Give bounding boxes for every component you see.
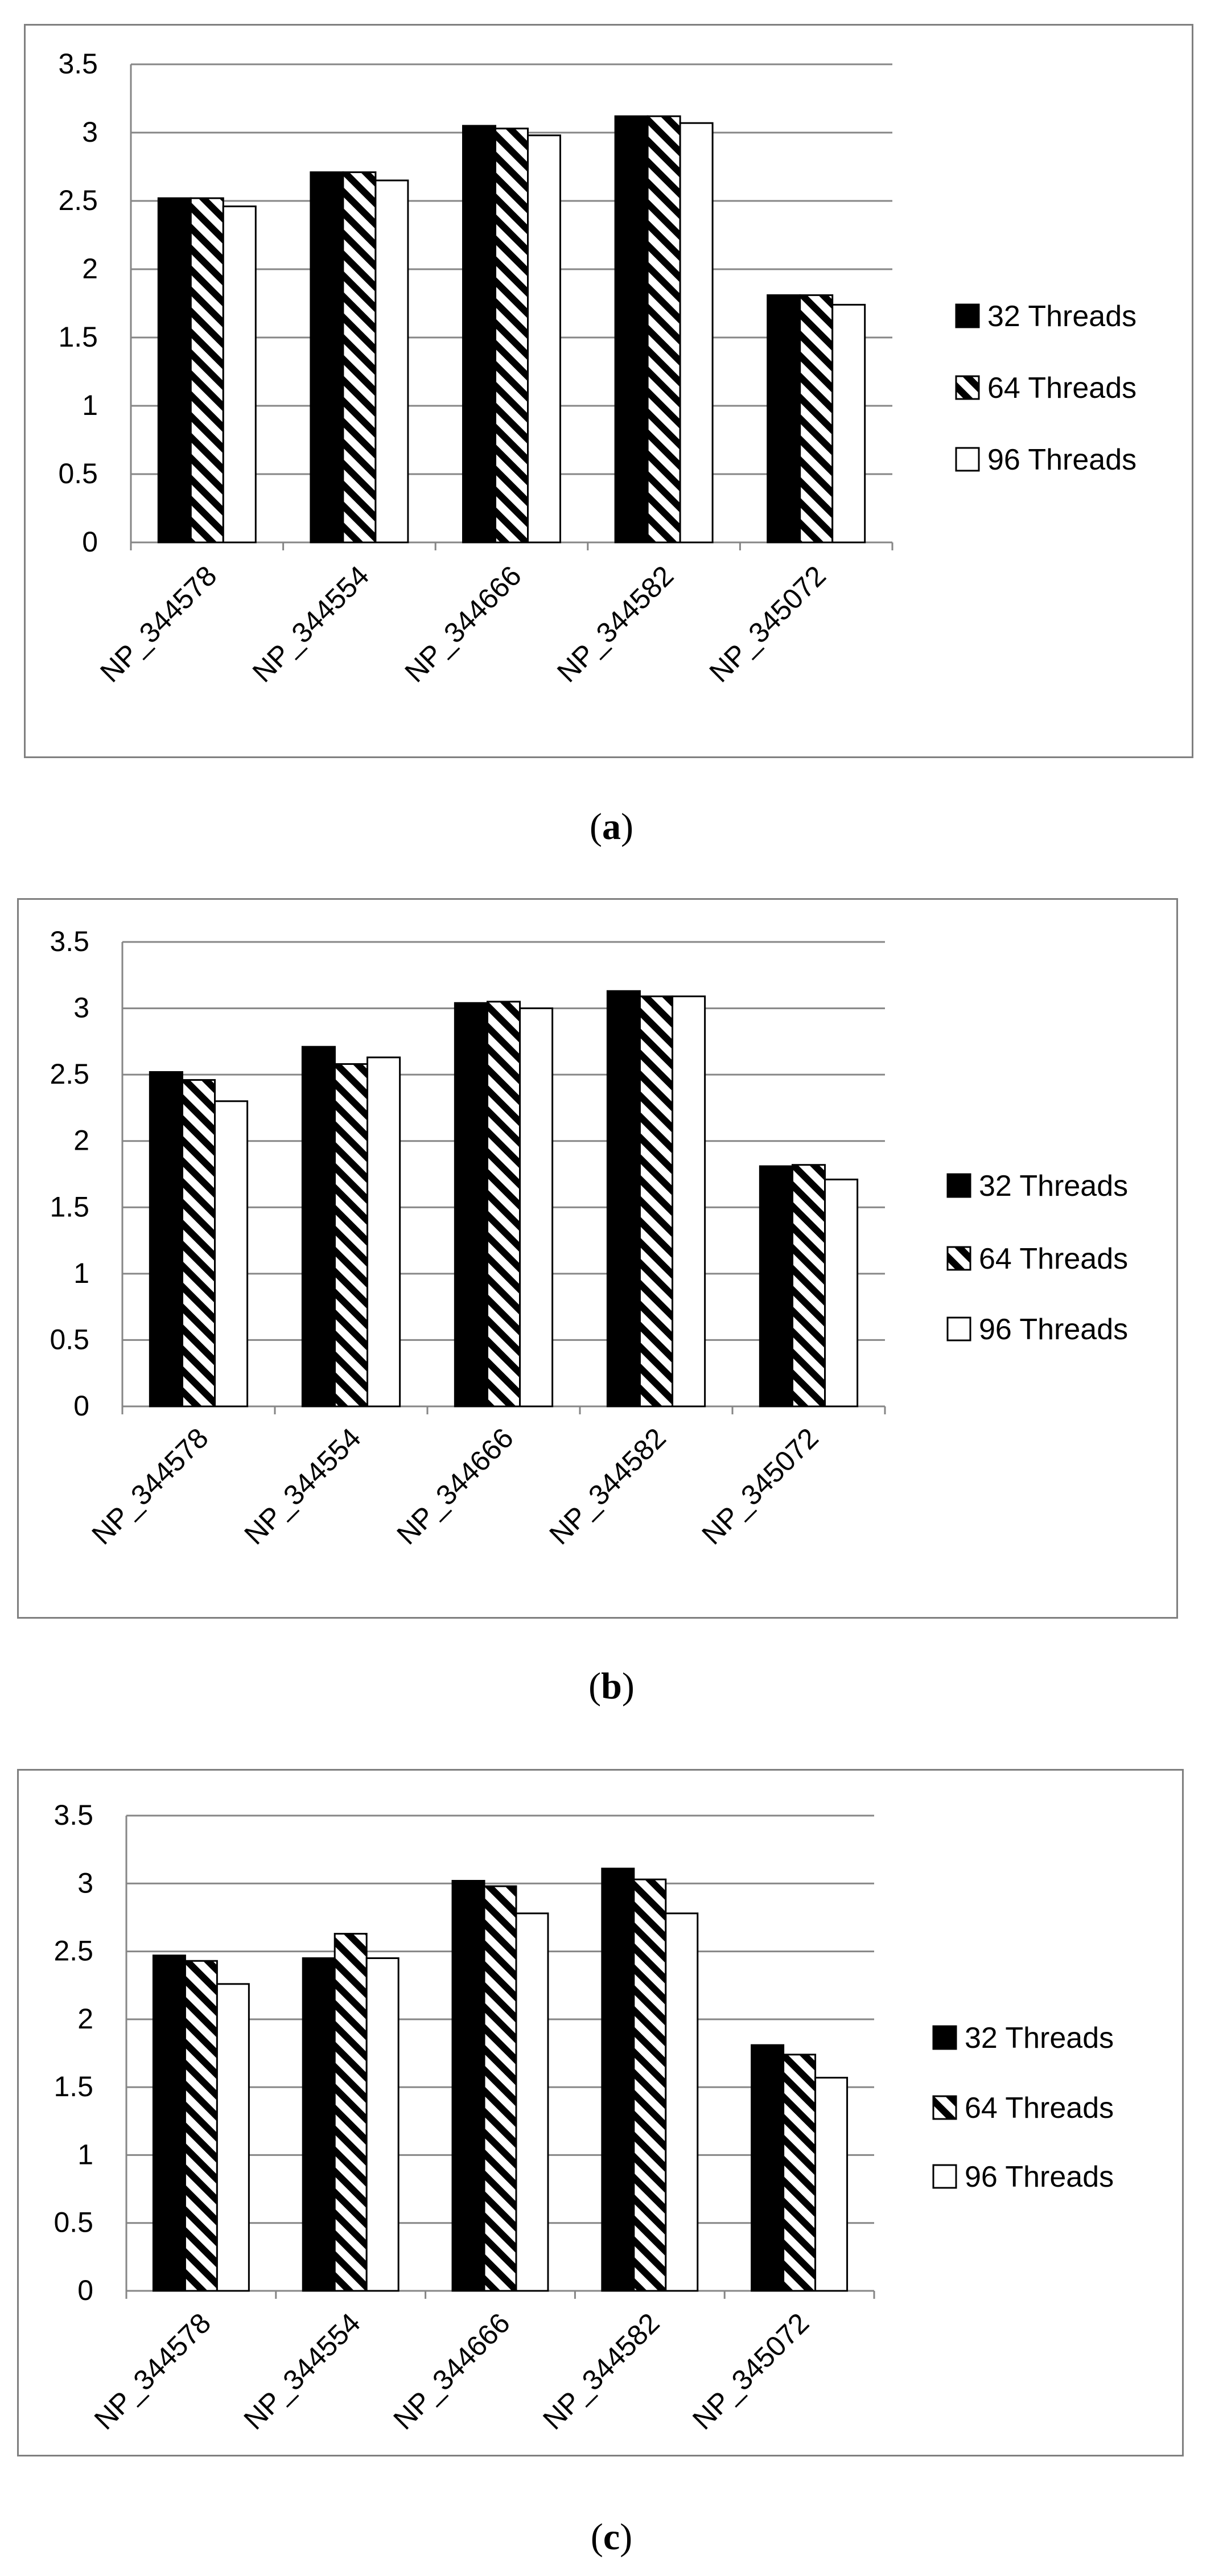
caption-b-letter: b — [601, 1665, 622, 1707]
legend-swatch — [932, 2025, 957, 2050]
bar-96-threads-np_344554 — [367, 1056, 401, 1408]
y-tick-label: 3.5 — [50, 925, 89, 957]
legend-swatch — [946, 1173, 971, 1198]
bar-64-threads-np_344666 — [495, 127, 529, 544]
bar-64-threads-np_344554 — [333, 1933, 368, 2292]
bar-64-threads-np_345072 — [783, 2054, 817, 2292]
bar-64-threads-np_344582 — [646, 115, 681, 544]
legend-label: 32 Threads — [965, 2022, 1114, 2055]
legend-label: 96 Threads — [987, 443, 1136, 476]
y-tick-label: 0.5 — [50, 1323, 89, 1355]
bar-32-threads-np_344582 — [606, 990, 641, 1408]
y-tick-label: 2 — [73, 1125, 89, 1157]
y-tick-label: 0.5 — [53, 2207, 93, 2238]
bar-32-threads-np_345072 — [751, 2044, 785, 2292]
bar-64-threads-np_344554 — [333, 1063, 369, 1408]
caption-a: (a) — [590, 806, 633, 847]
chart-panel-b: 00.511.522.533.5NP_344578 NP_344554 NP_344… — [50, 925, 1128, 1551]
bar-32-threads-np_344666 — [454, 1002, 488, 1408]
legend-label: 64 Threads — [965, 2092, 1114, 2125]
legend-label: 64 Threads — [979, 1242, 1128, 1275]
y-tick-label: 1 — [82, 389, 98, 421]
bar-64-threads-np_344578 — [184, 1960, 218, 2292]
y-tick-label: 2.5 — [58, 184, 98, 216]
bar-96-threads-np_344578 — [214, 1100, 249, 1408]
bar-64-threads-np_344582 — [639, 995, 674, 1408]
bar-32-threads-np_344578 — [152, 1954, 186, 2292]
bar-96-threads-np_344554 — [365, 1957, 400, 2292]
y-tick-label: 1.5 — [58, 321, 98, 353]
caption-c-letter: c — [603, 2516, 620, 2558]
bar-96-threads-np_344554 — [374, 179, 409, 544]
y-tick-label: 1.5 — [53, 2071, 93, 2102]
y-tick-label: 2 — [77, 2003, 93, 2035]
bar-96-threads-np_344582 — [665, 1912, 699, 2292]
legend-label: 96 Threads — [979, 1313, 1128, 1346]
bar-64-threads-np_344666 — [483, 1885, 517, 2292]
y-tick-label: 3 — [77, 1867, 93, 1899]
y-tick-label: 3.5 — [58, 48, 98, 80]
bar-96-threads-np_344666 — [519, 1007, 554, 1408]
legend-swatch — [932, 2095, 957, 2120]
y-tick-label: 2.5 — [50, 1058, 89, 1090]
y-tick-label: 0.5 — [58, 458, 98, 489]
legend-label: 32 Threads — [987, 300, 1136, 333]
legend-swatch — [955, 447, 980, 472]
bar-32-threads-np_344582 — [601, 1867, 635, 2292]
bar-64-threads-np_345072 — [799, 294, 834, 544]
y-tick-label: 2 — [82, 253, 98, 285]
legend-swatch — [946, 1246, 971, 1271]
bar-32-threads-np_344578 — [149, 1071, 183, 1408]
bar-32-threads-np_344554 — [302, 1957, 336, 2292]
x-tick-label: NP_344666 — [387, 2307, 516, 2435]
y-tick-label: 1 — [73, 1257, 89, 1289]
legend-swatch — [946, 1316, 971, 1342]
y-tick-label: 3.5 — [53, 1799, 93, 1831]
legend-swatch — [955, 303, 980, 328]
bar-96-threads-np_345072 — [831, 303, 866, 544]
bar-64-threads-np_344554 — [342, 171, 377, 544]
x-tick-label: NP_344578 — [88, 2307, 217, 2435]
legend-swatch — [932, 2164, 957, 2189]
bar-32-threads-np_344666 — [451, 1880, 485, 2292]
y-tick-label: 2.5 — [53, 1935, 93, 1967]
bar-64-threads-np_344578 — [190, 197, 224, 544]
bar-96-threads-np_344582 — [672, 995, 706, 1408]
bar-32-threads-np_344554 — [310, 171, 344, 544]
bar-96-threads-np_345072 — [824, 1178, 859, 1408]
x-tick-label: NP_345072 — [686, 2307, 815, 2435]
bar-64-threads-np_344582 — [633, 1878, 667, 2292]
chart-panel-a: 00.511.522.533.5NP_344578 NP_344554 NP_344… — [58, 48, 1136, 689]
x-tick-label: NP_344554 — [238, 2307, 367, 2435]
caption-a-letter: a — [602, 806, 621, 847]
y-tick-label: 0 — [73, 1390, 89, 1422]
y-tick-label: 0 — [77, 2274, 93, 2306]
bar-32-threads-np_345072 — [759, 1165, 793, 1408]
bar-96-threads-np_344582 — [679, 122, 714, 544]
chart-panel-c: 00.511.522.533.5NP_344578 NP_344554 NP_344… — [53, 1799, 1114, 2436]
bar-96-threads-np_344578 — [222, 205, 257, 544]
y-tick-label: 3 — [82, 116, 98, 148]
bar-96-threads-np_345072 — [814, 2076, 849, 2292]
bar-32-threads-np_344666 — [462, 125, 497, 544]
bar-64-threads-np_345072 — [791, 1164, 826, 1408]
legend-label: 64 Threads — [987, 372, 1136, 405]
x-tick-label: NP_344582 — [537, 2307, 665, 2435]
bar-96-threads-np_344666 — [515, 1912, 549, 2292]
legend-label: 96 Threads — [965, 2161, 1114, 2194]
legend-label: 32 Threads — [979, 1170, 1128, 1203]
bar-64-threads-np_344578 — [181, 1079, 216, 1408]
caption-b: (b) — [588, 1665, 635, 1707]
caption-c: (c) — [590, 2516, 633, 2558]
y-tick-label: 3 — [73, 992, 89, 1024]
bar-64-threads-np_344666 — [486, 1001, 521, 1408]
legend-swatch — [955, 375, 980, 400]
y-tick-label: 1.5 — [50, 1191, 89, 1223]
bar-32-threads-np_344554 — [301, 1046, 336, 1408]
bar-96-threads-np_344578 — [216, 1983, 250, 2292]
y-tick-label: 1 — [77, 2138, 93, 2170]
y-tick-label: 0 — [82, 526, 98, 558]
bar-96-threads-np_344666 — [526, 134, 561, 544]
